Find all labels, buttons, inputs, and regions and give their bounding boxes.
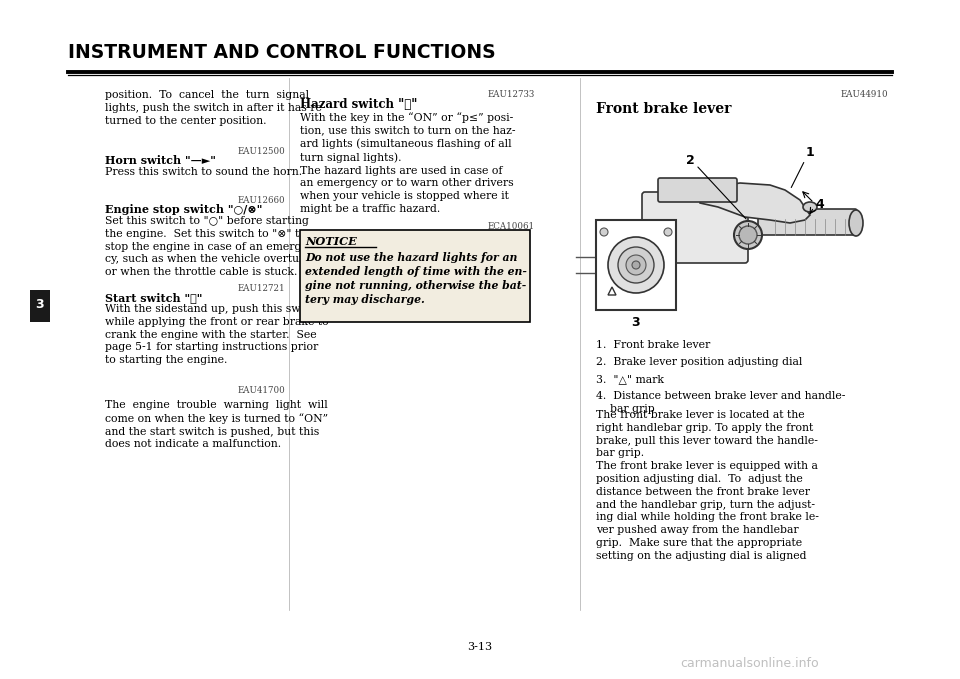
Text: 3.  "△" mark: 3. "△" mark (596, 374, 664, 384)
Circle shape (626, 255, 646, 275)
Circle shape (734, 221, 762, 249)
Text: EAU41700: EAU41700 (237, 386, 285, 395)
Polygon shape (700, 183, 810, 223)
Circle shape (739, 226, 757, 244)
Text: 4: 4 (816, 198, 825, 211)
Circle shape (664, 228, 672, 236)
Text: With the sidestand up, push this switch
while applying the front or rear brake t: With the sidestand up, push this switch … (105, 304, 328, 365)
Text: EAU12733: EAU12733 (488, 90, 535, 99)
Ellipse shape (849, 210, 863, 236)
Text: INSTRUMENT AND CONTROL FUNCTIONS: INSTRUMENT AND CONTROL FUNCTIONS (68, 43, 495, 62)
Text: 2: 2 (685, 153, 694, 166)
Text: 3: 3 (632, 316, 640, 329)
Text: Engine stop switch "○/⊗": Engine stop switch "○/⊗" (105, 204, 262, 215)
Bar (596, 220, 676, 310)
Text: Press this switch to sound the horn.: Press this switch to sound the horn. (105, 167, 302, 177)
Text: 1: 1 (805, 147, 814, 160)
FancyBboxPatch shape (658, 178, 737, 202)
Text: Front brake lever: Front brake lever (596, 102, 732, 116)
Circle shape (632, 261, 640, 269)
Circle shape (600, 228, 608, 236)
Text: 3: 3 (36, 299, 44, 312)
Circle shape (618, 247, 654, 283)
Text: 2.  Brake lever position adjusting dial: 2. Brake lever position adjusting dial (596, 357, 803, 367)
Text: The front brake lever is located at the
right handlebar grip. To apply the front: The front brake lever is located at the … (596, 410, 819, 561)
Text: ECA10061: ECA10061 (488, 222, 535, 231)
Text: EAU12500: EAU12500 (237, 147, 285, 156)
Text: Start switch "Ⓢ": Start switch "Ⓢ" (105, 292, 203, 303)
Text: Horn switch "—►": Horn switch "—►" (105, 155, 216, 166)
Bar (30, 290, 50, 322)
Circle shape (608, 237, 664, 293)
Text: EAU12660: EAU12660 (237, 196, 285, 205)
FancyBboxPatch shape (758, 209, 857, 235)
Text: The  engine  trouble  warning  light  will
come on when the key is turned to “ON: The engine trouble warning light will co… (105, 400, 328, 449)
FancyBboxPatch shape (642, 192, 748, 263)
Text: 1.  Front brake lever: 1. Front brake lever (596, 340, 710, 350)
Text: 3-13: 3-13 (468, 642, 492, 652)
Ellipse shape (803, 202, 817, 212)
Bar (300, 230, 530, 322)
Text: EAU44910: EAU44910 (840, 90, 888, 99)
Text: Set this switch to "○" before starting
the engine.  Set this switch to "⊗" to
st: Set this switch to "○" before starting t… (105, 216, 319, 277)
Text: 4.  Distance between brake lever and handle-
    bar grip: 4. Distance between brake lever and hand… (596, 391, 846, 414)
Text: EAU12721: EAU12721 (237, 284, 285, 293)
Text: carmanualsonline.info: carmanualsonline.info (680, 657, 819, 670)
Text: Hazard switch "⚠": Hazard switch "⚠" (300, 98, 418, 111)
Text: position.  To  cancel  the  turn  signal
lights, push the switch in after it has: position. To cancel the turn signal ligh… (105, 90, 325, 126)
Text: With the key in the “ON” or “p≤” posi-
tion, use this switch to turn on the haz-: With the key in the “ON” or “p≤” posi- t… (300, 112, 516, 214)
Text: NOTICE: NOTICE (305, 236, 357, 247)
Text: Do not use the hazard lights for an
extended length of time with the en-
gine no: Do not use the hazard lights for an exte… (305, 252, 527, 306)
